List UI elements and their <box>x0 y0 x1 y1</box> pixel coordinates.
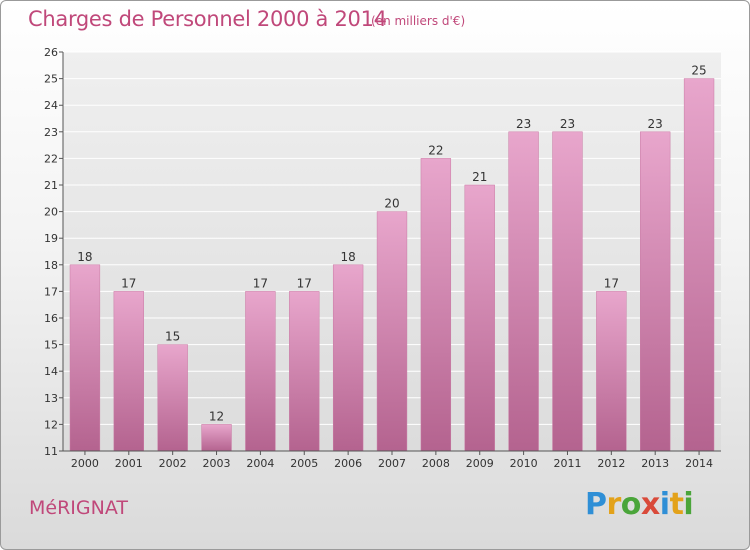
bar-value-label: 18 <box>340 250 355 264</box>
bar-2010 <box>508 131 539 452</box>
x-tick-label: 2000 <box>71 457 99 470</box>
bar-2014 <box>683 78 715 452</box>
x-tick-label: 2013 <box>641 457 669 470</box>
y-tick-label: 19 <box>44 232 58 245</box>
y-tick-label: 20 <box>44 206 58 219</box>
bar-value-label: 20 <box>384 197 399 211</box>
bar-value-label: 21 <box>472 170 487 184</box>
x-tick-label: 2001 <box>115 457 143 470</box>
bar-2007 <box>376 211 408 452</box>
bar-value-label: 12 <box>209 409 224 423</box>
x-tick-label: 2007 <box>378 457 406 470</box>
bar-2006 <box>332 264 364 452</box>
bar-2013 <box>640 131 671 452</box>
bar-2012 <box>596 291 627 452</box>
y-tick-label: 14 <box>44 365 58 378</box>
bar-value-label: 15 <box>165 330 180 344</box>
y-tick-label: 23 <box>44 126 58 139</box>
x-tick-label: 2010 <box>510 457 538 470</box>
logo-letter: r <box>606 487 622 522</box>
x-tick-label: 2008 <box>422 457 450 470</box>
y-tick-label: 12 <box>44 418 58 431</box>
logo-letter: o <box>620 487 642 522</box>
x-tick-label: 2014 <box>685 457 713 470</box>
bar-2004 <box>245 291 276 452</box>
y-tick-label: 11 <box>44 445 58 458</box>
x-tick-label: 2006 <box>334 457 362 470</box>
y-tick-label: 22 <box>44 152 58 165</box>
y-tick-label: 18 <box>44 259 58 272</box>
x-tick-label: 2011 <box>553 457 581 470</box>
x-tick-label: 2003 <box>203 457 231 470</box>
bar-value-label: 22 <box>428 143 443 157</box>
x-tick-label: 2009 <box>466 457 494 470</box>
bar-value-label: 23 <box>560 117 575 131</box>
logo-letter: i <box>683 487 694 522</box>
bar-2000 <box>69 264 101 452</box>
x-tick-label: 2005 <box>290 457 318 470</box>
y-tick-label: 17 <box>44 285 58 298</box>
bar-value-label: 23 <box>516 117 531 131</box>
logo-letter: P <box>585 487 607 522</box>
bar-value-label: 18 <box>77 250 92 264</box>
bar-value-label: 17 <box>121 276 136 290</box>
bar-2001 <box>113 291 144 452</box>
bar-2003 <box>201 424 232 452</box>
bar-2002 <box>157 344 188 452</box>
x-tick-label: 2004 <box>246 457 274 470</box>
location-label: MéRIGNAT <box>29 497 128 519</box>
bar-value-label: 25 <box>691 64 706 78</box>
bar-value-label: 17 <box>604 276 619 290</box>
bar-value-label: 17 <box>297 276 312 290</box>
y-tick-label: 25 <box>44 73 58 86</box>
x-tick-label: 2012 <box>597 457 625 470</box>
y-tick-label: 15 <box>44 339 58 352</box>
y-tick-label: 21 <box>44 179 58 192</box>
y-tick-label: 24 <box>44 99 58 112</box>
bar-2005 <box>289 291 320 452</box>
logo-letter: t <box>669 487 684 522</box>
chart-title: Charges de Personnel 2000 à 2014 <box>28 7 387 31</box>
bar-value-label: 17 <box>253 276 268 290</box>
bar-2011 <box>552 131 583 452</box>
proxiti-logo: Proxiti <box>585 487 694 522</box>
x-tick-label: 2002 <box>159 457 187 470</box>
chart-subtitle: (en milliers d'€) <box>371 14 466 28</box>
bar-value-label: 23 <box>648 117 663 131</box>
bar-2009 <box>464 184 495 452</box>
y-tick-label: 13 <box>44 392 58 405</box>
logo-letter: i <box>659 487 670 522</box>
logo-letter: x <box>640 487 660 522</box>
y-tick-label: 16 <box>44 312 58 325</box>
bar-2008 <box>420 158 452 452</box>
y-tick-label: 26 <box>44 46 58 59</box>
